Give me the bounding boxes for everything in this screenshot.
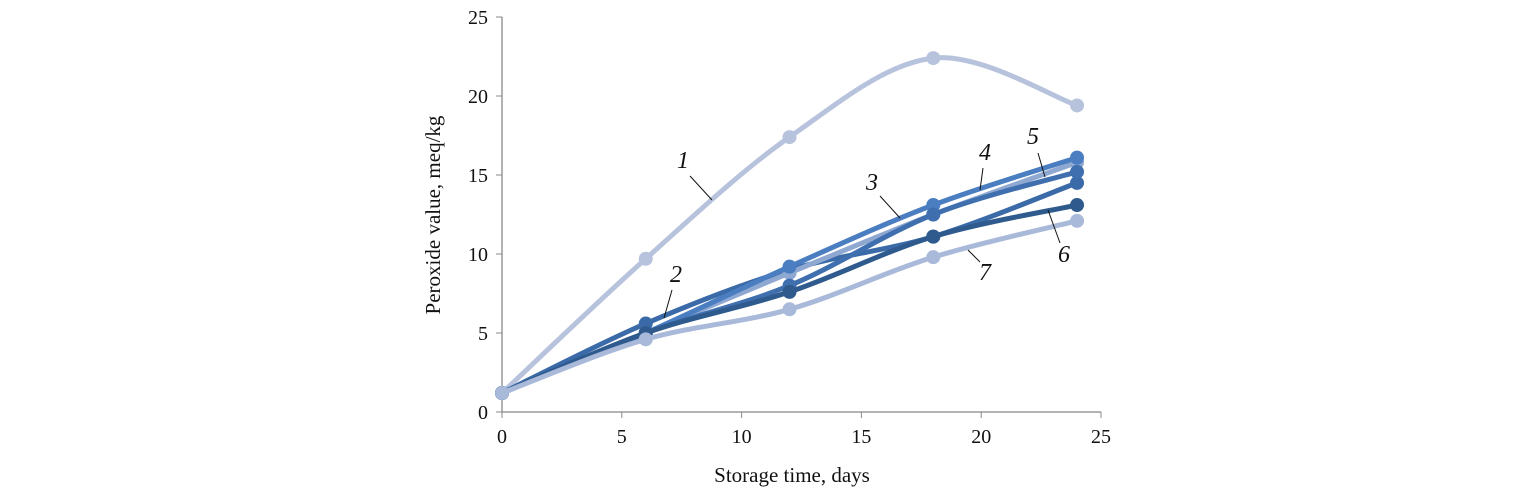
series-leader-line	[1047, 209, 1061, 244]
y-tick-label: 10	[468, 244, 488, 266]
data-point	[638, 251, 653, 266]
y-tick-label: 25	[468, 7, 488, 29]
series-7	[495, 213, 1085, 401]
data-point	[1070, 213, 1085, 228]
series-line	[501, 202, 1078, 396]
data-point	[926, 229, 941, 244]
x-tick-label: 20	[971, 426, 991, 448]
data-point	[782, 130, 797, 145]
series-leader-line	[967, 249, 981, 263]
data-point	[1070, 175, 1085, 190]
series-1	[495, 51, 1085, 401]
x-tick-label: 15	[851, 426, 871, 448]
data-point	[1070, 164, 1085, 179]
y-axis-label: Peroxide value, meq/kg	[421, 115, 445, 314]
data-point	[495, 386, 509, 401]
y-tick-label: 20	[468, 86, 488, 108]
data-point	[926, 207, 941, 222]
series-label: 4	[979, 140, 991, 166]
data-point	[1070, 98, 1085, 113]
data-point	[782, 302, 797, 317]
x-tick-label: 10	[732, 426, 752, 448]
series-line	[500, 55, 1078, 395]
series-label: 2	[670, 262, 682, 288]
data-point	[638, 332, 653, 347]
x-tick-label: 5	[617, 426, 627, 448]
series-6	[495, 198, 1085, 401]
series-leader-line	[689, 175, 713, 201]
series-leader-line	[879, 195, 901, 219]
y-tick-label: 5	[478, 323, 488, 345]
x-tick-label: 25	[1091, 426, 1111, 448]
series-label: 3	[865, 170, 878, 196]
series-leader-line	[979, 167, 984, 191]
data-point	[1070, 150, 1085, 165]
data-point	[1070, 198, 1085, 213]
series-label: 1	[677, 148, 689, 174]
x-tick-label: 0	[497, 426, 507, 448]
data-point	[926, 250, 941, 265]
series-leader-line	[663, 289, 673, 319]
series-leader-line	[1037, 152, 1046, 178]
series-label: 7	[979, 260, 992, 286]
data-point	[782, 259, 797, 274]
data-point	[782, 284, 797, 299]
series-5	[495, 164, 1085, 401]
series-label: 6	[1058, 242, 1070, 268]
y-tick-label: 0	[478, 402, 488, 424]
x-axis-label: Storage time, days	[714, 463, 870, 487]
series-label: 5	[1027, 124, 1039, 150]
y-tick-label: 15	[468, 165, 488, 187]
data-point	[926, 51, 941, 66]
